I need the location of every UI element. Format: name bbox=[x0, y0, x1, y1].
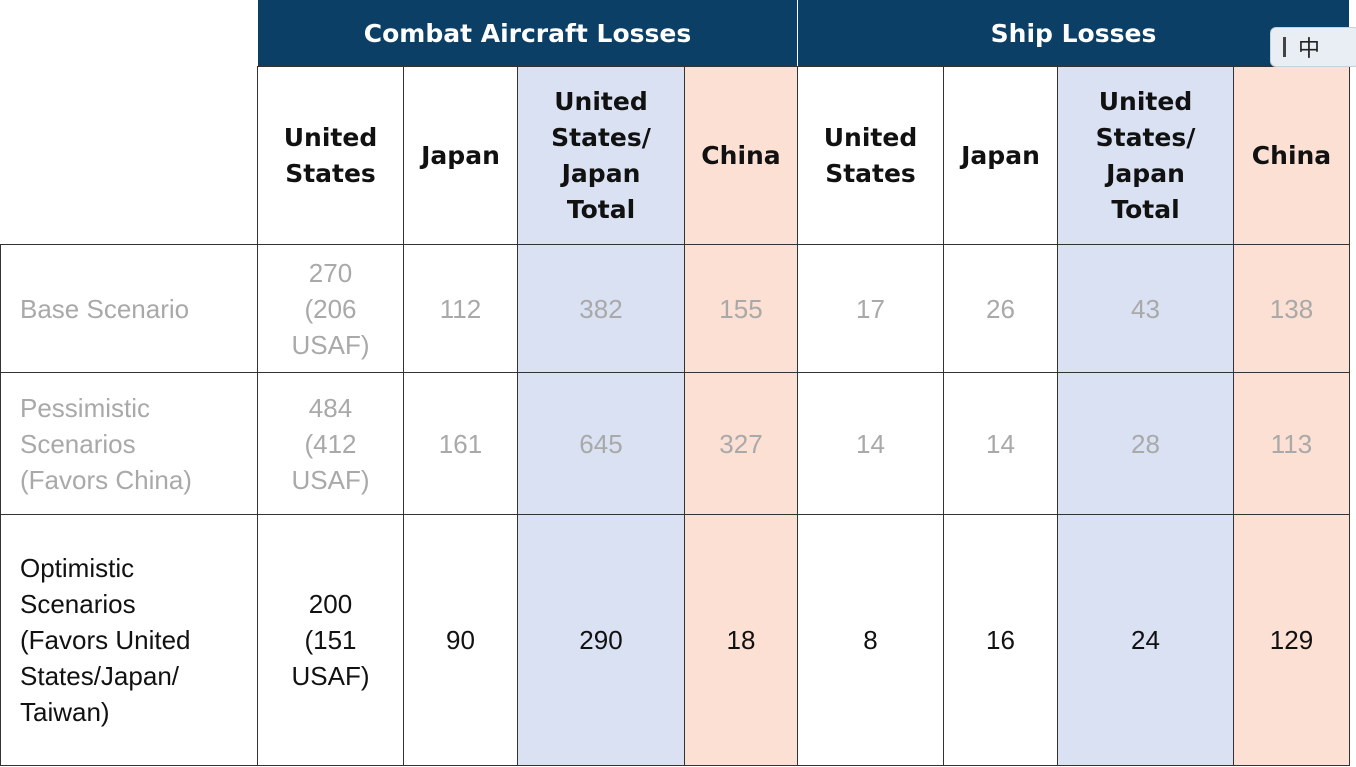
cell: 14 bbox=[943, 372, 1058, 515]
column-header: China bbox=[1233, 66, 1350, 245]
cell-text: 113 bbox=[1270, 428, 1313, 459]
cell: 8 bbox=[797, 514, 944, 766]
column-header-text: United States bbox=[283, 122, 378, 188]
column-header: United States bbox=[257, 66, 404, 245]
cell: 129 bbox=[1233, 514, 1350, 766]
column-header-text: China bbox=[701, 140, 781, 170]
cell: 16 bbox=[943, 514, 1058, 766]
cell: 270 (206 USAF) bbox=[257, 244, 404, 373]
cell: 155 bbox=[684, 244, 798, 373]
cell-text: 90 bbox=[446, 625, 475, 655]
corner bbox=[0, 66, 258, 245]
cell: 113 bbox=[1233, 372, 1350, 515]
cell-text: 24 bbox=[1131, 625, 1160, 655]
cell: 24 bbox=[1057, 514, 1234, 766]
row-label: Optimistic Scenarios (Favors United Stat… bbox=[0, 514, 258, 766]
cell-text: 290 bbox=[579, 625, 623, 655]
row-label-text: Base Scenario bbox=[20, 293, 190, 324]
cell-text: 26 bbox=[986, 293, 1015, 324]
group-header-text: Ship Losses bbox=[990, 18, 1157, 48]
cell: 327 bbox=[684, 372, 798, 515]
cell: 112 bbox=[403, 244, 518, 373]
column-header: United States/ Japan Total bbox=[517, 66, 685, 245]
cell: 138 bbox=[1233, 244, 1350, 373]
cell-text: 16 bbox=[986, 625, 1015, 655]
cell: 161 bbox=[403, 372, 518, 515]
cell-text: 28 bbox=[1131, 428, 1160, 459]
cell-text: 17 bbox=[856, 293, 885, 324]
ime-indicator[interactable]: 中 bbox=[1270, 27, 1356, 67]
group-header: Ship Losses bbox=[797, 0, 1350, 67]
table-row: Optimistic Scenarios (Favors United Stat… bbox=[0, 514, 1350, 766]
column-header-text: United States bbox=[823, 122, 918, 188]
column-header: United States/ Japan Total bbox=[1057, 66, 1234, 245]
cell: 382 bbox=[517, 244, 685, 373]
cell-text: 112 bbox=[439, 293, 482, 324]
cell-text: 8 bbox=[863, 625, 878, 655]
cell: 43 bbox=[1057, 244, 1234, 373]
column-header-text: Japan bbox=[421, 140, 500, 170]
corner bbox=[1, 0, 258, 67]
cell-text: 14 bbox=[986, 428, 1015, 459]
row-label-text: Optimistic Scenarios (Favors United Stat… bbox=[20, 553, 191, 727]
row-label-text: Pessimistic Scenarios (Favors China) bbox=[20, 392, 192, 495]
cell-text: 43 bbox=[1131, 293, 1160, 324]
cell-text: 484 (412 USAF) bbox=[291, 392, 370, 495]
cell-text: 18 bbox=[726, 625, 756, 655]
cell-text: 14 bbox=[856, 428, 885, 459]
cell: 90 bbox=[403, 514, 518, 766]
cell: 28 bbox=[1057, 372, 1234, 515]
cell-text: 382 bbox=[579, 293, 623, 324]
cell-text: 270 (206 USAF) bbox=[291, 257, 370, 360]
cell-text: 327 bbox=[719, 428, 763, 459]
row-label: Pessimistic Scenarios (Favors China) bbox=[0, 372, 258, 515]
cell-text: 200 (151 USAF) bbox=[291, 589, 370, 691]
column-header-text: United States/ Japan Total bbox=[551, 86, 651, 224]
cell: 645 bbox=[517, 372, 685, 515]
cell: 290 bbox=[517, 514, 685, 766]
cell: 18 bbox=[684, 514, 798, 766]
column-header: Japan bbox=[403, 66, 518, 245]
cell: 14 bbox=[797, 372, 944, 515]
row-label: Base Scenario bbox=[0, 244, 258, 373]
cell-text: 161 bbox=[438, 428, 483, 459]
cell-text: 645 bbox=[579, 428, 623, 459]
column-header-text: United States/ Japan Total bbox=[1095, 86, 1196, 224]
cell: 200 (151 USAF) bbox=[257, 514, 404, 766]
column-header: Japan bbox=[943, 66, 1058, 245]
cell: 26 bbox=[943, 244, 1058, 373]
column-header: United States bbox=[797, 66, 944, 245]
table-row: Pessimistic Scenarios (Favors China) 484 … bbox=[0, 372, 1350, 515]
column-header: China bbox=[684, 66, 798, 245]
cell-text: 138 bbox=[1269, 293, 1314, 324]
cell: 17 bbox=[797, 244, 944, 373]
group-header: Combat Aircraft Losses bbox=[257, 0, 798, 67]
column-header-text: China bbox=[1251, 140, 1332, 170]
cell: 484 (412 USAF) bbox=[257, 372, 404, 515]
cell-text: 155 bbox=[719, 293, 763, 324]
ime-label: 中 bbox=[1298, 37, 1321, 62]
cell-text: 129 bbox=[1269, 625, 1314, 655]
column-header-text: Japan bbox=[961, 140, 1040, 170]
table-row: Base Scenario 270 (206 USAF) 112 382 155 17 26… bbox=[0, 244, 1350, 373]
group-header-text: Combat Aircraft Losses bbox=[363, 18, 692, 48]
